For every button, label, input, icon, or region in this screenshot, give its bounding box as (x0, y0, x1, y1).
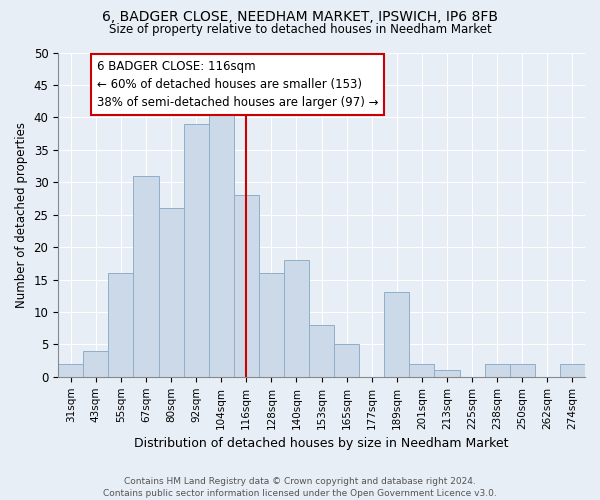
Bar (510, 364, 535, 377)
Bar (560, 364, 585, 377)
X-axis label: Distribution of detached houses by size in Needham Market: Distribution of detached houses by size … (134, 437, 509, 450)
Bar (334, 344, 359, 377)
Bar (434, 370, 460, 377)
Text: Contains HM Land Registry data © Crown copyright and database right 2024.
Contai: Contains HM Land Registry data © Crown c… (103, 476, 497, 498)
Text: 6, BADGER CLOSE, NEEDHAM MARKET, IPSWICH, IP6 8FB: 6, BADGER CLOSE, NEEDHAM MARKET, IPSWICH… (102, 10, 498, 24)
Text: 6 BADGER CLOSE: 116sqm
← 60% of detached houses are smaller (153)
38% of semi-de: 6 BADGER CLOSE: 116sqm ← 60% of detached… (97, 60, 379, 110)
Bar (234, 195, 259, 377)
Bar (309, 325, 334, 377)
Bar (259, 273, 284, 377)
Bar (158, 208, 184, 377)
Bar (58, 364, 83, 377)
Bar (384, 292, 409, 377)
Bar (109, 273, 133, 377)
Bar (409, 364, 434, 377)
Bar (83, 351, 109, 377)
Bar (284, 260, 309, 377)
Bar (485, 364, 510, 377)
Bar (209, 111, 234, 377)
Y-axis label: Number of detached properties: Number of detached properties (15, 122, 28, 308)
Text: Size of property relative to detached houses in Needham Market: Size of property relative to detached ho… (109, 22, 491, 36)
Bar (184, 124, 209, 377)
Bar (133, 176, 158, 377)
